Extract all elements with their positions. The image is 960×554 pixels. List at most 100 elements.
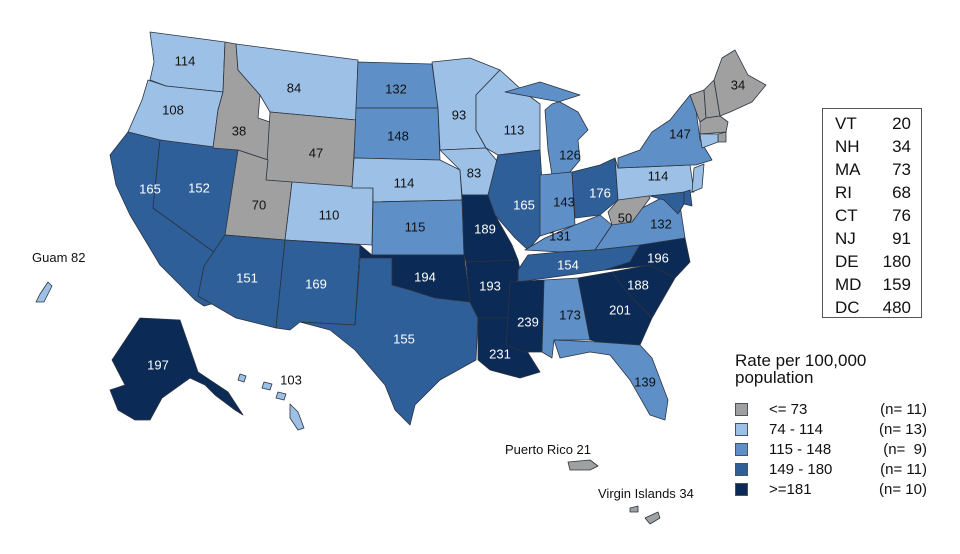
small-state-abbr: MD: [835, 275, 862, 294]
small-state-value: 159: [882, 275, 911, 294]
state-value-WI: 113: [504, 122, 525, 137]
state-value-IN: 143: [553, 194, 575, 209]
state-value-OR: 108: [162, 102, 184, 117]
puerto-rico-shape: [567, 459, 599, 471]
state-value-OK: 194: [414, 269, 436, 284]
state-value-MT: 84: [287, 80, 301, 95]
state-TX: [299, 257, 479, 426]
small-state-value: 480: [882, 298, 911, 317]
state-HI: [289, 403, 305, 431]
small-state-abbr: NJ: [835, 229, 856, 248]
state-CT: [699, 133, 719, 149]
state-AK: [109, 317, 244, 421]
small-state-row-RI: RI 68: [823, 181, 921, 204]
legend-swatch: [735, 482, 748, 496]
state-SC: [611, 264, 676, 319]
virgin-islands-shape: [644, 511, 661, 525]
legend-count: (n= 9): [883, 440, 927, 458]
small-state-abbr: VT: [835, 114, 857, 133]
state-NC: [604, 237, 691, 279]
state-value-IL: 165: [513, 197, 535, 212]
virgin-islands-label: Virgin Islands 34: [598, 486, 694, 501]
legend-title-line2: population: [735, 368, 814, 387]
state-value-PA: 114: [648, 168, 669, 183]
state-value-AK: 197: [147, 357, 169, 372]
small-state-value: 68: [892, 183, 911, 202]
small-state-value: 34: [892, 137, 911, 156]
state-value-LA: 231: [489, 346, 511, 361]
guam-shape: [35, 281, 53, 303]
state-NJ: [691, 163, 705, 193]
legend-item: 74 - 114 (n= 13): [735, 419, 935, 439]
legend-swatch: [735, 442, 748, 456]
state-value-NE: 114: [394, 175, 415, 190]
legend-range: 74 - 114: [769, 420, 823, 438]
virgin-islands-shape: [629, 505, 639, 513]
legend-range: >=181: [769, 480, 812, 498]
state-value-MI: 126: [559, 147, 581, 162]
state-value-KS: 115: [405, 219, 426, 234]
small-state-row-MA: MA 73: [823, 158, 921, 181]
state-value-FL: 139: [634, 374, 656, 389]
state-value-ND: 132: [385, 81, 407, 96]
small-state-row-VT: VT 20: [823, 112, 921, 135]
small-state-abbr: CT: [835, 206, 858, 225]
legend-range: <= 73: [769, 400, 808, 418]
small-state-row-NH: NH 34: [823, 135, 921, 158]
state-value-KY: 131: [549, 228, 571, 243]
small-state-abbr: MA: [835, 160, 861, 179]
small-state-value: 20: [892, 114, 911, 133]
state-value-ME: 34: [731, 77, 745, 92]
legend-swatch: [735, 402, 748, 416]
state-ME: [713, 49, 767, 117]
state-value-VA: 132: [650, 216, 672, 231]
state-RI: [717, 131, 727, 143]
state-value-CA: 165: [139, 181, 161, 196]
state-value-OH: 176: [589, 185, 611, 200]
state-IL: [487, 149, 546, 251]
small-state-value: 180: [882, 252, 911, 271]
legend-item: <= 73 (n= 11): [735, 399, 935, 419]
state-value-WY: 47: [309, 145, 323, 160]
guam-label: Guam 82: [32, 250, 85, 265]
legend-item: 115 - 148 (n= 9): [735, 439, 935, 459]
state-value-NV: 152: [188, 180, 210, 195]
legend-swatch: [735, 462, 748, 476]
legend-count: (n= 10): [879, 480, 927, 498]
small-state-value: 73: [892, 160, 911, 179]
small-state-value: 76: [892, 206, 911, 225]
state-value-GA: 201: [609, 302, 631, 317]
state-value-TX: 155: [393, 331, 415, 346]
legend-item: >=181 (n= 10): [735, 479, 935, 499]
legend-range: 115 - 148: [769, 440, 832, 458]
state-value-ID: 38: [232, 123, 246, 138]
small-state-abbr: DC: [835, 298, 860, 317]
legend: Rate per 100,000 population <= 73 (n= 11)…: [735, 352, 935, 499]
state-value-SD: 148: [387, 128, 409, 143]
small-states-table: VT 20 NH 34 MA 73 RI 68 CT 76 NJ 91 DE 180 MD 159 DC 480: [822, 108, 922, 318]
legend-swatch: [735, 422, 748, 436]
legend-count: (n= 13): [879, 420, 927, 438]
legend-count: (n= 11): [880, 400, 927, 418]
state-value-TN: 154: [557, 257, 579, 272]
state-value-AZ: 151: [236, 270, 258, 285]
state-value-MN: 93: [452, 107, 466, 122]
state-value-NY: 147: [669, 126, 691, 141]
state-value-IA: 83: [467, 165, 481, 180]
small-state-row-DC: DC 480: [823, 296, 921, 319]
state-value-WA: 114: [175, 53, 196, 68]
legend-item: 149 - 180 (n= 11): [735, 459, 935, 479]
small-state-value: 91: [892, 229, 911, 248]
small-state-row-DE: DE 180: [823, 250, 921, 273]
state-value-MO: 189: [474, 221, 496, 236]
state-NY: [617, 94, 713, 169]
legend-title: Rate per 100,000 population: [735, 352, 935, 386]
state-FL: [553, 339, 669, 421]
state-value-UT: 70: [252, 197, 266, 212]
state-HI: [261, 381, 273, 391]
state-value-AL: 173: [559, 307, 581, 322]
puerto-rico-label: Puerto Rico 21: [505, 442, 591, 457]
state-value-NM: 169: [305, 276, 327, 291]
state-value-MS: 239: [517, 314, 539, 329]
